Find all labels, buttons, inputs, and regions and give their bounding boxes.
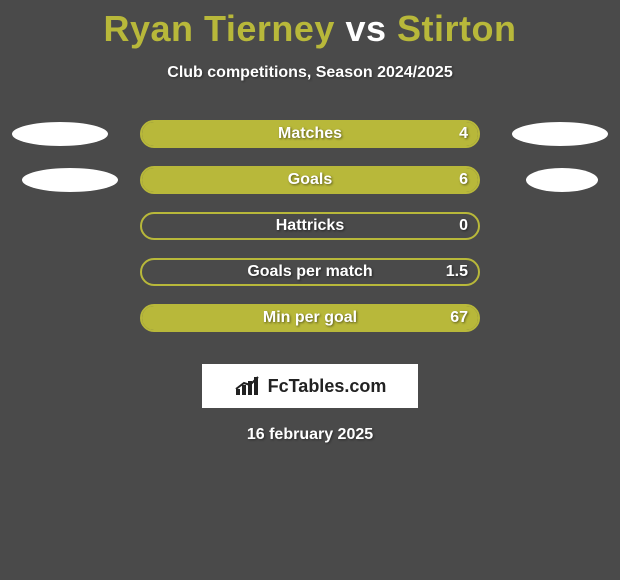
branding-text: FcTables.com [268,376,387,397]
vs-label: vs [345,8,386,49]
stat-row: Goals per match1.5 [0,258,620,304]
bar-fill [142,168,478,192]
branding-badge: FcTables.com [202,364,418,408]
page-title: Ryan Tierney vs Stirton [0,0,620,50]
stat-row: Goals6 [0,166,620,212]
stat-row: Min per goal67 [0,304,620,350]
bar-track [140,304,480,332]
bar-fill [142,306,478,330]
ellipse-left [12,122,108,146]
bar-track [140,258,480,286]
ellipse-left [22,168,118,192]
player1-name: Ryan Tierney [103,8,334,49]
stats-chart: Matches4Goals6Hattricks0Goals per match1… [0,120,620,350]
bar-fill [142,122,478,146]
ellipse-right [512,122,608,146]
player2-name: Stirton [397,8,516,49]
chart-icon [234,375,262,397]
stat-row: Hattricks0 [0,212,620,258]
bar-track [140,166,480,194]
date-label: 16 february 2025 [0,426,620,444]
ellipse-right [526,168,598,192]
stat-row: Matches4 [0,120,620,166]
subtitle: Club competitions, Season 2024/2025 [0,64,620,82]
bar-track [140,212,480,240]
bar-track [140,120,480,148]
